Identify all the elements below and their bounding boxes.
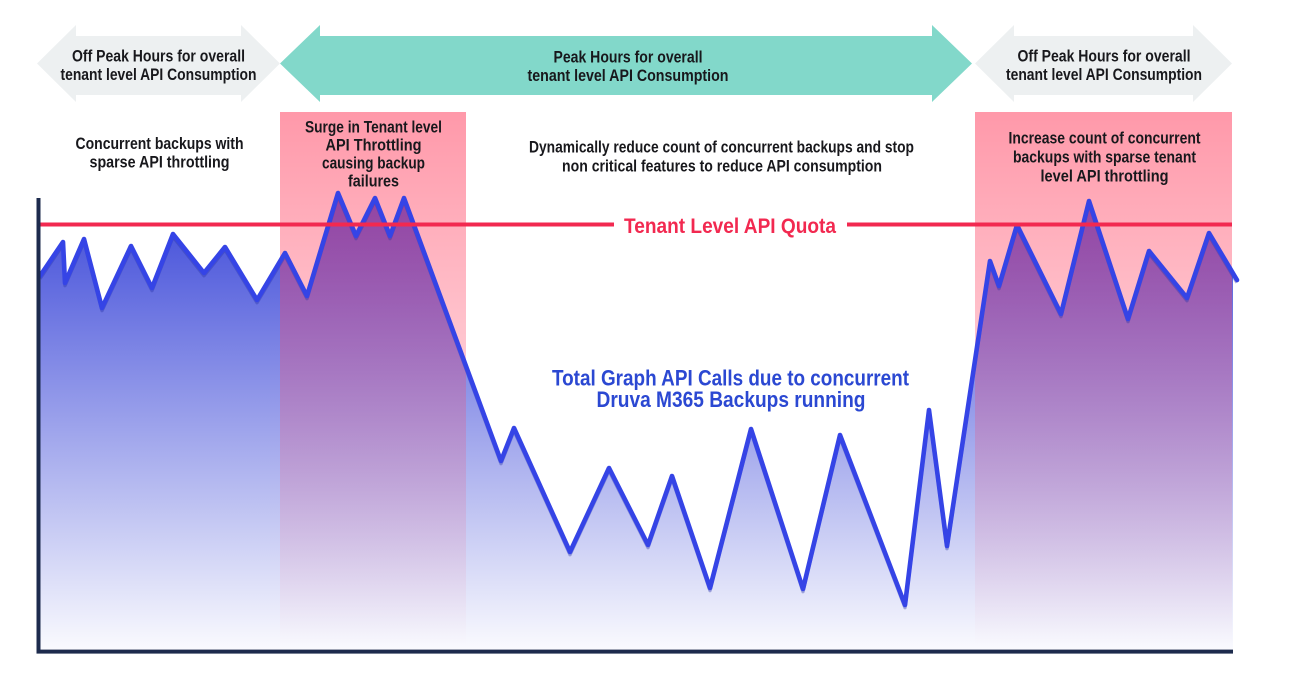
svg-text:tenant level API Consumption: tenant level API Consumption xyxy=(1006,66,1202,84)
svg-text:Total Graph API Calls due to c: Total Graph API Calls due to concurrent xyxy=(552,366,910,391)
svg-text:Surge in Tenant level: Surge in Tenant level xyxy=(305,119,442,137)
svg-text:Dynamically reduce count of co: Dynamically reduce count of concurrent b… xyxy=(529,139,914,157)
svg-text:tenant level API Consumption: tenant level API Consumption xyxy=(528,67,729,85)
svg-text:Concurrent backups with: Concurrent backups with xyxy=(76,135,244,153)
svg-text:Increase count of concurrent: Increase count of concurrent xyxy=(1009,130,1201,148)
svg-text:level API throttling: level API throttling xyxy=(1041,168,1169,186)
svg-text:causing backup: causing backup xyxy=(322,155,425,173)
svg-text:Off Peak Hours for overall: Off Peak Hours for overall xyxy=(1018,48,1191,66)
svg-text:backups with sparse tenant: backups with sparse tenant xyxy=(1013,149,1196,167)
svg-text:API Throttling: API Throttling xyxy=(326,137,422,155)
svg-text:tenant level API Consumption: tenant level API Consumption xyxy=(61,66,257,84)
svg-text:Peak Hours for overall: Peak Hours for overall xyxy=(554,49,703,67)
svg-text:non critical features to reduc: non critical features to reduce API cons… xyxy=(562,158,882,176)
svg-text:Tenant Level API Quota: Tenant Level API Quota xyxy=(624,215,836,238)
svg-text:Off Peak Hours for overall: Off Peak Hours for overall xyxy=(72,48,245,66)
svg-text:failures: failures xyxy=(348,173,399,191)
svg-text:Druva M365 Backups running: Druva M365 Backups running xyxy=(597,387,866,412)
svg-text:sparse API throttling: sparse API throttling xyxy=(90,154,230,172)
